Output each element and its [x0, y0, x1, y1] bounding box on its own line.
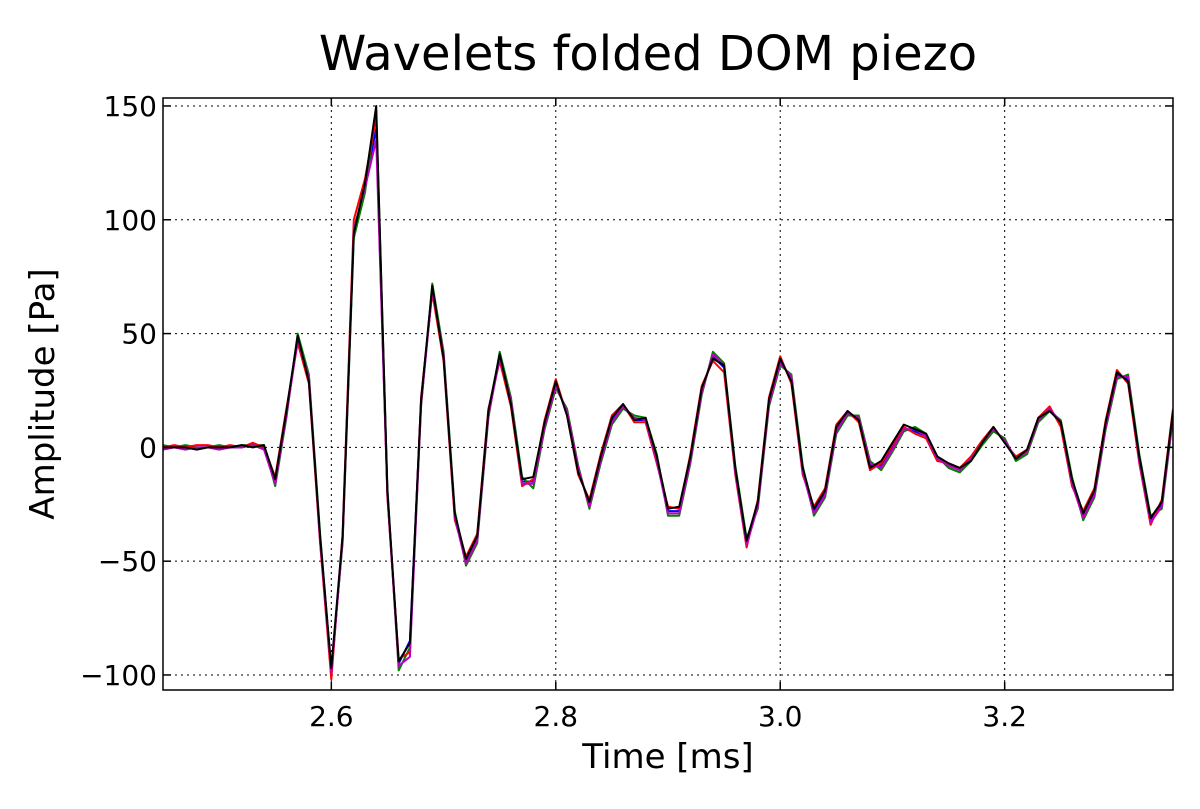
x-tick-label: 3.2 — [982, 700, 1027, 733]
lines — [163, 105, 1173, 681]
y-tick-label: −100 — [80, 659, 157, 692]
y-tick-label: 50 — [121, 318, 157, 351]
y-axis-label: Amplitude [Pa] — [23, 268, 63, 519]
x-tick-label: 2.8 — [534, 700, 579, 733]
x-axis-label: Time [ms] — [581, 737, 753, 777]
chart-title: Wavelets folded DOM piezo — [319, 26, 977, 82]
series-line — [163, 139, 1173, 674]
plot-frame — [162, 97, 1174, 691]
ticks: 2.6 2.8 3.0 3.2 −100 −50 0 50 100 150 — [80, 90, 1173, 733]
y-tick-label: 0 — [139, 431, 157, 464]
x-tick-label: 3.0 — [758, 700, 803, 733]
y-tick-label: 100 — [104, 204, 157, 237]
x-tick-label: 2.6 — [309, 700, 354, 733]
y-tick-label: −50 — [98, 545, 157, 578]
series-line — [163, 105, 1173, 670]
y-tick-label: 150 — [104, 90, 157, 123]
